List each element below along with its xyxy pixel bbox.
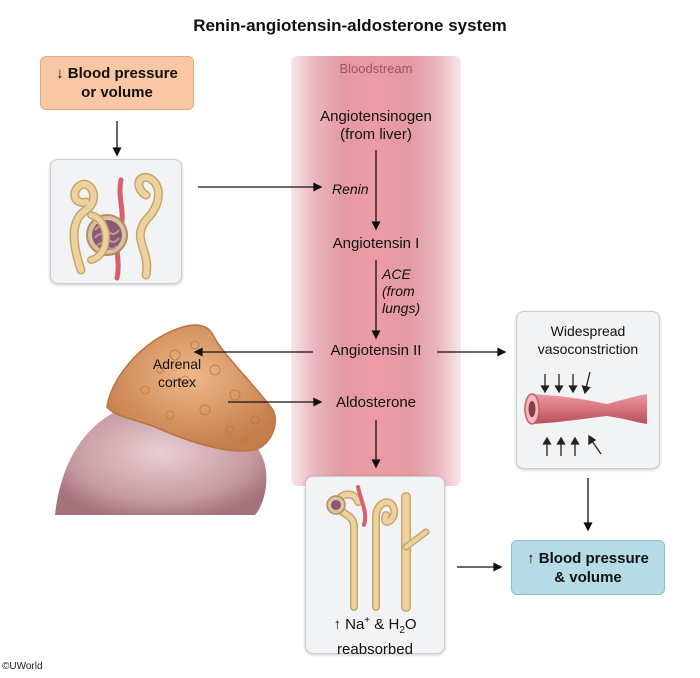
ace-line3: lungs) [382,300,421,316]
reabsorption-line1: ↑ Na+ & H2O [306,611,444,640]
adrenal-label-line2: cortex [157,374,197,390]
angiotensinogen-line2: (from liver) [340,126,412,143]
copyright-credit: ©UWorld [2,661,43,672]
ace-label: ACE (from lungs) [382,266,420,317]
high-bp-line1: ↑ Blood pressure [527,550,649,567]
glomerulus-illustration [69,172,163,281]
o-text: O [404,616,417,633]
and-h-text: & H [370,616,400,633]
nephron-illustration [326,485,430,612]
adrenal-kidney-illustration [55,324,276,515]
aldosterone-label: Aldosterone [335,394,417,411]
arrow-tubule-to-result [457,562,503,572]
angiotensin-i-label: Angiotensin I [332,235,420,252]
vasoconstriction-panel: Widespread vasoconstriction [516,311,660,469]
ace-line2: (from [382,283,415,299]
angiotensin-ii-label: Angiotensin II [330,342,422,359]
arrow-trigger-to-kidney [112,121,122,157]
low-bp-line2: or volume [81,84,153,101]
angiotensinogen-line1: Angiotensinogen [320,108,432,125]
na-charge: + [364,615,371,626]
constricted-vessel-illustration [524,371,647,456]
na-text: ↑ Na [333,616,365,633]
kidney-glomerulus-panel [50,159,182,284]
renin-label: Renin [332,181,369,197]
adrenal-label-line1: Adrenal [152,356,202,372]
bloodstream-label: Bloodstream [339,61,413,76]
nephron-tubule-panel: ↑ Na+ & H2O reabsorbed [305,476,445,658]
reabsorption-line2: reabsorbed [337,641,413,658]
vessel-line1: Widespread [550,323,626,339]
h2o-subscript: 2 [399,625,405,636]
high-blood-pressure-box: ↑ Blood pressure & volume [511,540,665,595]
angiotensinogen-label: Angiotensinogen (from liver) [296,108,456,144]
adrenal-cortex-label: Adrenal cortex [147,355,207,391]
high-bp-line2: & volume [554,569,622,586]
reabsorption-label: ↑ Na+ & H2O reabsorbed [306,611,444,659]
page-title: Renin-angiotensin-aldosterone system [193,16,507,35]
low-bp-line1: ↓ Blood pressure [56,65,178,82]
low-blood-pressure-box: ↓ Blood pressure or volume [40,56,194,110]
arrow-vessel-to-result [583,478,593,532]
ace-line1: ACE [382,266,411,282]
vessel-line2: vasoconstriction [537,341,639,357]
